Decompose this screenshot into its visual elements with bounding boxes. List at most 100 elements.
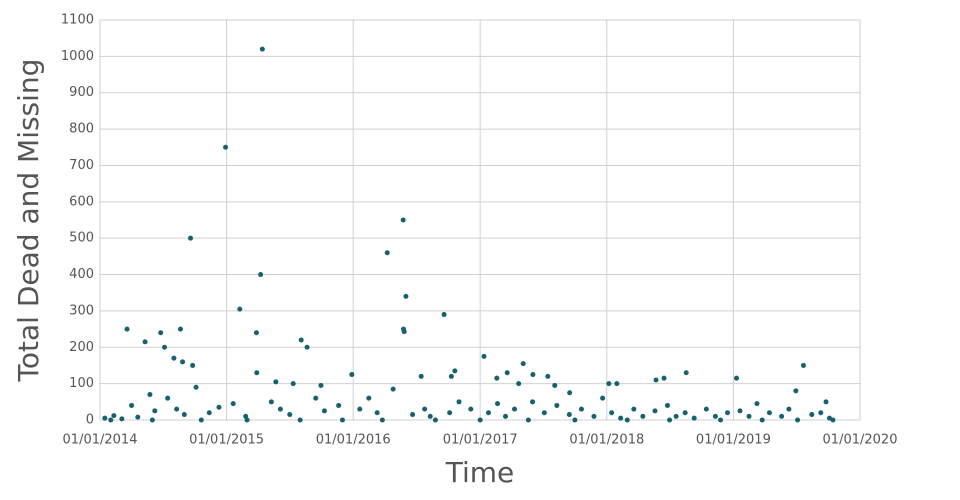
data-point [737, 408, 743, 414]
data-point [244, 417, 250, 423]
data-point [177, 326, 183, 332]
data-point [481, 353, 487, 359]
data-point [188, 235, 194, 241]
data-point [237, 306, 243, 312]
data-point [683, 370, 689, 376]
data-point [614, 381, 620, 387]
data-point [667, 417, 673, 423]
x-tick-label: 01/01/2020 [823, 433, 898, 448]
data-point [823, 399, 829, 405]
data-point [119, 416, 125, 422]
data-point [223, 144, 229, 150]
data-point [253, 330, 259, 336]
data-point [297, 417, 303, 423]
data-point [111, 413, 117, 419]
data-point [447, 410, 453, 416]
data-point [432, 417, 438, 423]
data-point [171, 355, 177, 361]
data-point [525, 417, 531, 423]
data-point [504, 370, 510, 376]
data-point [606, 381, 612, 387]
data-point [152, 408, 158, 414]
data-point [734, 375, 740, 381]
data-point [321, 408, 327, 414]
y-axis-label: Total Dead and Missing [12, 59, 45, 383]
data-point [448, 373, 454, 379]
data-point [206, 410, 212, 416]
data-point [530, 372, 536, 378]
data-point [336, 402, 342, 408]
data-point [600, 395, 606, 401]
y-tick-label: 800 [69, 122, 94, 137]
data-point [422, 406, 428, 412]
x-tick-label: 01/01/2017 [443, 433, 518, 448]
data-point [318, 382, 324, 388]
data-point [502, 413, 508, 419]
data-point [258, 272, 264, 278]
data-point [142, 339, 148, 345]
data-point [374, 410, 380, 416]
x-tick-label: 01/01/2015 [189, 433, 264, 448]
data-point [174, 406, 180, 412]
data-point [379, 417, 385, 423]
data-point [578, 406, 584, 412]
data-point [477, 417, 483, 423]
data-point [554, 402, 560, 408]
data-point [147, 392, 153, 398]
data-point [259, 46, 265, 52]
data-point [793, 388, 799, 394]
data-point [190, 362, 196, 368]
y-tick-label: 300 [69, 303, 94, 318]
data-point [652, 408, 658, 414]
data-point [830, 417, 836, 423]
data-point [298, 337, 304, 343]
data-point [216, 404, 222, 410]
data-point [427, 413, 433, 419]
y-tick-label: 1100 [61, 13, 94, 28]
y-tick-label: 0 [86, 413, 94, 428]
data-point [552, 382, 558, 388]
y-tick-label: 900 [69, 85, 94, 100]
y-tick-label: 600 [69, 194, 94, 209]
data-point [277, 406, 283, 412]
x-tick-label: 01/01/2019 [696, 433, 771, 448]
data-point [624, 417, 630, 423]
data-point [766, 410, 772, 416]
data-point [618, 415, 624, 421]
data-point [495, 401, 501, 407]
data-point [485, 410, 491, 416]
data-point [703, 406, 709, 412]
data-point [691, 415, 697, 421]
data-point [512, 406, 518, 412]
data-point [400, 217, 406, 223]
data-point [468, 406, 474, 412]
data-point [162, 344, 168, 350]
x-tick-label: 01/01/2018 [569, 433, 644, 448]
data-point [609, 410, 615, 416]
data-point [591, 413, 597, 419]
data-point [724, 410, 730, 416]
data-point [181, 412, 187, 418]
data-point [349, 372, 355, 378]
x-tick-label: 01/01/2016 [316, 433, 391, 448]
data-point [418, 373, 424, 379]
data-point [290, 381, 296, 387]
data-point [304, 344, 310, 350]
data-point [441, 312, 447, 318]
data-point [718, 417, 724, 423]
data-point [567, 390, 573, 396]
data-point [818, 410, 824, 416]
data-point [102, 415, 108, 421]
data-point [661, 375, 667, 381]
data-point [494, 375, 500, 381]
data-point [795, 417, 801, 423]
data-point [158, 330, 164, 336]
data-point [268, 399, 274, 405]
data-point [520, 361, 526, 367]
data-point [313, 395, 319, 401]
data-point [673, 413, 679, 419]
y-tick-label: 700 [69, 158, 94, 173]
data-point [410, 412, 416, 418]
data-point [746, 413, 752, 419]
data-point [149, 417, 155, 423]
